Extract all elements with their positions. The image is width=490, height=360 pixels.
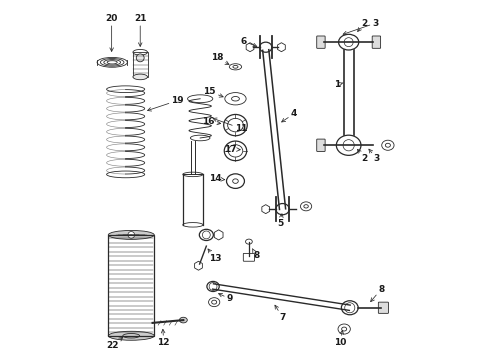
Text: 12: 12 — [157, 329, 170, 347]
Text: 9: 9 — [219, 293, 233, 303]
Text: 13: 13 — [208, 249, 221, 263]
Text: 8: 8 — [252, 249, 259, 260]
Text: 16: 16 — [202, 117, 220, 126]
Bar — [108, 235, 154, 336]
Text: 19: 19 — [147, 96, 184, 111]
Text: 5: 5 — [277, 214, 283, 228]
Text: 10: 10 — [334, 330, 346, 347]
FancyBboxPatch shape — [372, 36, 381, 48]
Circle shape — [128, 231, 135, 238]
Text: 8: 8 — [370, 285, 384, 302]
Text: 3: 3 — [343, 19, 379, 35]
FancyBboxPatch shape — [317, 139, 325, 152]
FancyBboxPatch shape — [317, 36, 325, 48]
Ellipse shape — [108, 331, 154, 340]
Text: 17: 17 — [223, 145, 240, 154]
Text: 15: 15 — [203, 87, 223, 97]
FancyBboxPatch shape — [378, 302, 389, 313]
Text: 22: 22 — [106, 337, 122, 350]
Ellipse shape — [179, 317, 187, 323]
Text: 6: 6 — [240, 36, 257, 47]
Text: 2: 2 — [358, 19, 368, 31]
Text: 11: 11 — [213, 118, 247, 133]
Text: 18: 18 — [211, 53, 229, 64]
Text: 4: 4 — [282, 109, 297, 122]
Text: 1: 1 — [334, 80, 343, 89]
Text: 7: 7 — [275, 305, 286, 322]
Text: 3: 3 — [369, 149, 380, 163]
Text: 2: 2 — [358, 149, 368, 163]
Text: 21: 21 — [134, 14, 147, 46]
Bar — [133, 52, 147, 77]
Ellipse shape — [133, 74, 147, 80]
Text: 14: 14 — [209, 174, 225, 183]
Ellipse shape — [108, 230, 154, 239]
Circle shape — [136, 54, 144, 62]
Text: 20: 20 — [105, 14, 118, 51]
